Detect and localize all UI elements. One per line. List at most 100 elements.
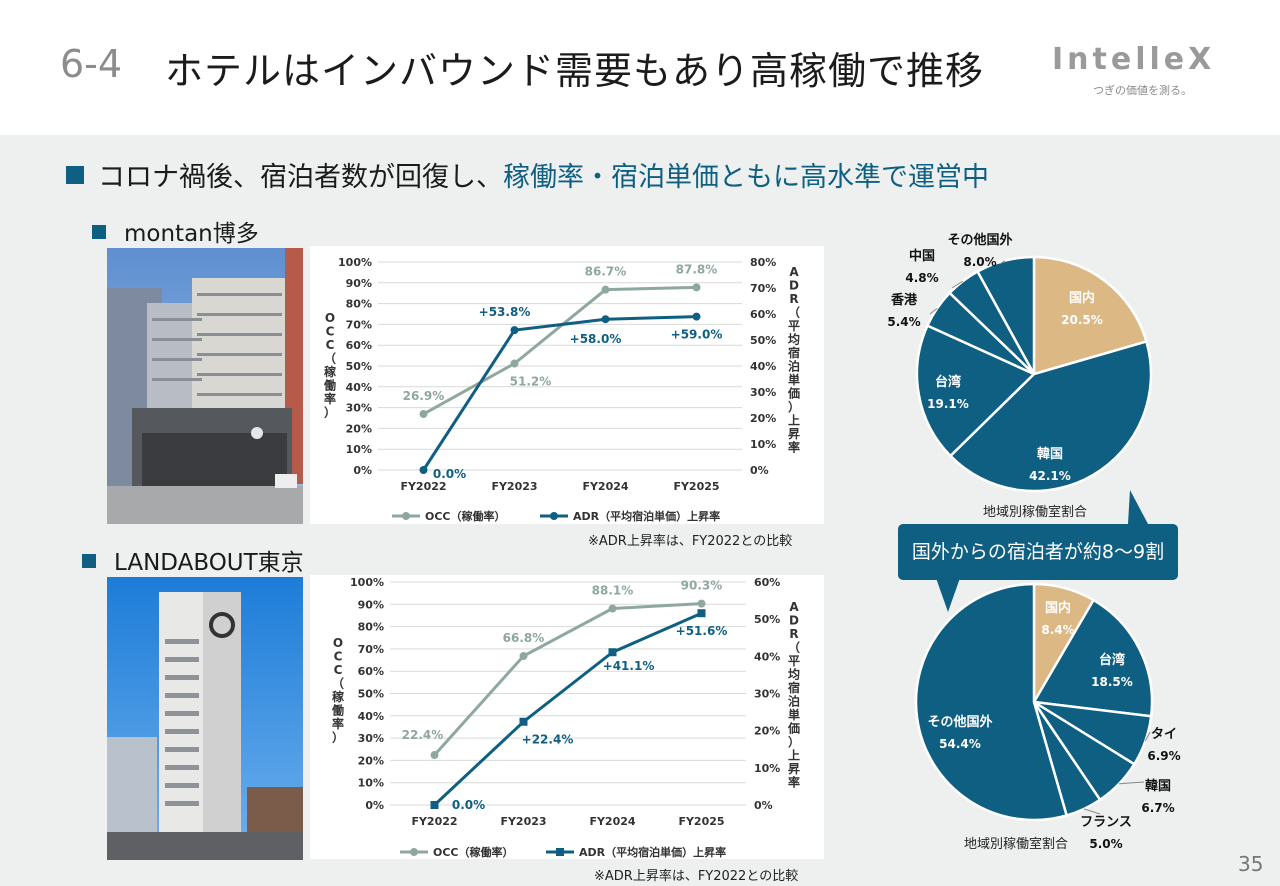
slice-label: 韓国 [1145, 778, 1171, 794]
y-left-tick-label: 30% [358, 732, 384, 745]
data-label: 88.1% [592, 584, 634, 598]
hotel-name: LANDABOUT東京 [114, 550, 304, 576]
page-title: ホテルはインバウンド需要もあり高稼働で推移 [165, 49, 985, 93]
y-right-tick-label: 50% [750, 334, 776, 347]
pie-caption: 地域別稼働室割合 [983, 504, 1087, 520]
y-right-axis-title: A D R （平均宿泊単価）上昇率 [787, 265, 800, 455]
x-tick-label: FY2022 [400, 480, 446, 493]
slice-label: 台湾 [935, 374, 961, 390]
x-tick-label: FY2024 [582, 480, 628, 493]
data-point [697, 609, 706, 618]
line-chart-svg: 0% 10% 20% 30% 40% 50% 60% 70% 80% 90% 100% 0% 10% 20… [331, 576, 800, 859]
slice-value: 6.9% [1147, 749, 1180, 763]
y-left-axis-title: O C C （稼働率） [323, 311, 336, 420]
x-tick-label: FY2024 [589, 815, 635, 828]
legend-marker [556, 848, 564, 856]
x-tick-label: FY2023 [500, 815, 546, 828]
slice-value: 8.0% [963, 255, 996, 269]
y-left-tick-label: 30% [346, 402, 372, 415]
data-point [697, 599, 706, 608]
leader-line [1119, 781, 1145, 785]
section-number: 6-4 [60, 42, 123, 86]
y-right-axis-title: A D R （平均宿泊単価）上昇率 [787, 600, 800, 790]
line-chart-landabout: 0% 10% 20% 30% 40% 50% 60% 70% 80% 90% 100% 0% 10% 20… [310, 575, 824, 859]
slice-label: その他国外 [947, 232, 1012, 248]
x-tick-label: FY2025 [678, 815, 724, 828]
hotel-photo-montan-hakata [107, 248, 303, 524]
callout-pointer [936, 490, 1148, 612]
legend-marker [410, 848, 418, 856]
slice-value: 5.0% [1089, 837, 1122, 851]
slice-value: 20.5% [1061, 313, 1103, 327]
y-right-tick-label: 0% [754, 799, 773, 812]
brand-tagline: つぎの価値を測る。 [1093, 84, 1192, 97]
series-line [422, 285, 697, 416]
data-label: 51.2% [510, 375, 552, 389]
y-left-tick-label: 10% [358, 777, 384, 790]
y-right-tick-label: 30% [750, 386, 776, 399]
pie-chart-landabout: 国内 8.4% 台湾 18.5% タイ 6.9% 韓国 6.7% フランス 5.0% その他国外 54… [860, 582, 1190, 854]
data-label: +59.0% [671, 328, 723, 342]
adr-note: ※ADR上昇率は、FY2022との比較 [594, 869, 799, 884]
slice-label: タイ [1151, 727, 1177, 742]
y-left-tick-label: 70% [346, 318, 372, 331]
pie-chart-svg: 国内 8.4% 台湾 18.5% タイ 6.9% 韓国 6.7% フランス 5.0% その他国外 54… [914, 582, 1181, 852]
slice-value: 19.1% [927, 397, 969, 411]
y-left-tick-label: 20% [346, 422, 372, 435]
data-label: 66.8% [503, 631, 545, 645]
data-label: 90.3% [681, 579, 723, 593]
y-left-tick-label: 60% [346, 339, 372, 352]
legend-label: ADR（平均宿泊単価）上昇率 [579, 845, 726, 859]
y-right-tick-label: 30% [754, 688, 780, 701]
data-point [510, 359, 519, 368]
data-point [601, 315, 610, 324]
lead-highlight: 稼働率・宿泊単価ともに高水準で運営中 [503, 162, 989, 193]
data-label: +51.6% [676, 624, 728, 638]
y-right-tick-label: 40% [754, 650, 780, 663]
data-label: 86.7% [585, 265, 627, 279]
data-label: 26.9% [403, 389, 445, 403]
y-left-tick-label: 50% [346, 360, 372, 373]
pie-slice [948, 339, 1153, 493]
slice-label: 韓国 [1037, 446, 1063, 462]
y-left-tick-label: 0% [353, 464, 372, 477]
x-tick-label: FY2025 [673, 480, 719, 493]
pie-chart-svg: 国内 20.5% 韓国 42.1% 台湾 19.1% 香港 5.4% 中国 4.8% その他国外 8.… [887, 232, 1153, 520]
data-point [430, 801, 439, 809]
lead-text: コロナ禍後、宿泊者数が回復し、 [98, 162, 503, 193]
data-point [419, 466, 428, 474]
pie-slice [914, 582, 1069, 822]
data-point [510, 326, 519, 335]
data-point [601, 285, 610, 294]
slide-header: 6-4 ホテルはインバウンド需要もあり高稼働で推移 IntelleX つぎの価値… [0, 0, 1280, 135]
hotel-heading-1: montan博多 [92, 214, 259, 248]
slice-label: 台湾 [1099, 652, 1125, 668]
slice-value: 18.5% [1091, 675, 1133, 689]
hotel-heading-2: LANDABOUT東京 [82, 543, 304, 577]
y-right-tick-label: 80% [750, 256, 776, 269]
legend-label: OCC（稼働率） [425, 509, 506, 523]
y-right-tick-label: 50% [754, 613, 780, 626]
series-line [422, 315, 697, 471]
data-point [692, 312, 701, 321]
y-right-tick-label: 20% [754, 725, 780, 738]
y-left-tick-label: 90% [346, 277, 372, 290]
slice-value: 8.4% [1041, 623, 1074, 637]
legend-marker [402, 512, 410, 520]
y-left-tick-label: 90% [358, 598, 384, 611]
y-right-tick-label: 0% [750, 464, 769, 477]
line-chart-montan: 0% 10% 20% 30% 40% 50% 60% 70% 80% 90% 100% 0% 10% 20… [310, 246, 824, 524]
data-label: +53.8% [479, 305, 531, 319]
brand-logo: IntelleX [1052, 42, 1216, 77]
series-line [433, 611, 703, 807]
leader-line [1144, 731, 1151, 742]
pie-slice [1032, 255, 1148, 376]
pie-chart-montan: 国内 20.5% 韓国 42.1% 台湾 19.1% 香港 5.4% 中国 4.8% その他国外 8.… [860, 222, 1190, 522]
line-chart-svg: 0% 10% 20% 30% 40% 50% 60% 70% 80% 90% 100% 0% 10% 20… [323, 256, 800, 523]
data-label: 0.0% [433, 467, 466, 481]
bullet-square-icon [92, 225, 106, 239]
y-left-tick-label: 40% [346, 381, 372, 394]
y-left-tick-label: 80% [358, 621, 384, 634]
slice-label: 香港 [890, 292, 918, 308]
x-tick-label: FY2022 [411, 815, 457, 828]
